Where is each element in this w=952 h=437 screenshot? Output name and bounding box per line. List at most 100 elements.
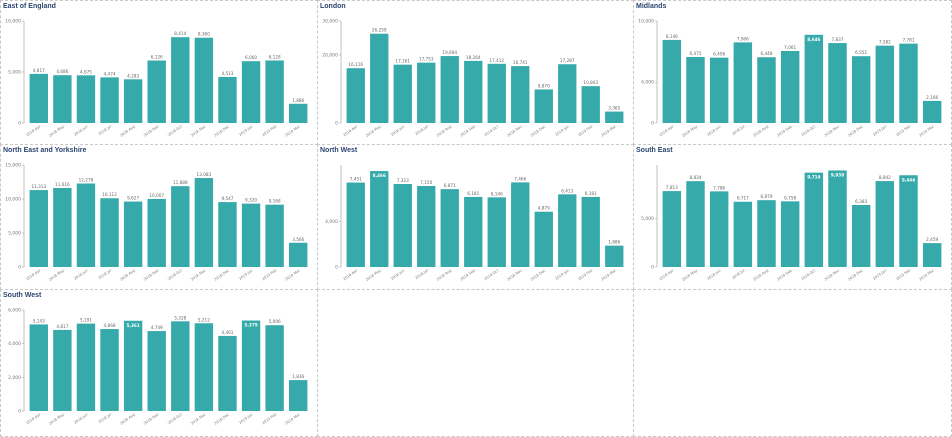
y-tick-label: 10,000 bbox=[5, 197, 21, 203]
bar bbox=[194, 178, 214, 267]
x-tick-label: 2019 Feb bbox=[261, 412, 278, 425]
bar bbox=[558, 194, 577, 267]
bar bbox=[289, 242, 308, 267]
bar bbox=[851, 204, 871, 267]
bar bbox=[194, 323, 214, 411]
data-label: 4,474 bbox=[104, 71, 116, 76]
chart-panel-east-of-england[interactable]: East of England 0 5,000 10,000 4,817 2018 Ap… bbox=[0, 0, 318, 145]
y-tick-label: 10,000 bbox=[638, 19, 654, 25]
chart-panel-midlands[interactable]: Midlands 0 4,000 10,000 8,146 2018 Apr 6,475 2… bbox=[633, 0, 952, 145]
bar bbox=[851, 56, 871, 124]
x-tick-label: 2019 Mar bbox=[284, 412, 301, 425]
x-tick-label: 2018 Nov bbox=[824, 268, 841, 282]
chart-title: Midlands bbox=[636, 3, 667, 10]
data-label: 6,551 bbox=[855, 50, 867, 55]
bar bbox=[686, 56, 705, 123]
bar bbox=[709, 191, 729, 267]
data-label: 8,414 bbox=[174, 31, 186, 36]
bar bbox=[417, 62, 436, 123]
chart-panel-north-east-and-yorkshire[interactable]: North East and Yorkshire 0 5,000 10,000 15,… bbox=[0, 144, 318, 290]
bar bbox=[899, 175, 918, 267]
data-label: 5,212 bbox=[198, 317, 210, 322]
data-label: 9,627 bbox=[127, 196, 139, 201]
bar bbox=[346, 182, 365, 267]
x-tick-label: 2018 Jun bbox=[390, 125, 405, 137]
bar bbox=[123, 320, 143, 411]
data-label: 7,451 bbox=[350, 177, 362, 182]
bar bbox=[370, 33, 389, 123]
x-tick-label: 2019 Feb bbox=[895, 268, 912, 281]
data-label: 7,906 bbox=[737, 36, 749, 41]
bar-chart-svg: 0 2,000 4,000 6,000 5,143 2018 Apr 4,817 2018 M… bbox=[8, 308, 308, 426]
y-tick-label: 0 bbox=[18, 265, 21, 271]
data-label: 7,150 bbox=[420, 180, 432, 185]
data-label: 10,843 bbox=[583, 80, 598, 85]
x-tick-label: 2018 Jun bbox=[73, 125, 88, 137]
bar-chart-svg: 0 4,000 7,451 2018 Apr 8,466 2018 May 7,323 201… bbox=[325, 165, 624, 282]
data-label: 7,813 bbox=[666, 185, 678, 190]
x-tick-label: 2018 Dec bbox=[214, 413, 230, 426]
chart-panel-south-east[interactable]: South East 0 5,000 7,813 2018 Apr 8,834 2018 … bbox=[633, 144, 952, 290]
data-label: 1,836 bbox=[292, 374, 304, 379]
x-tick-label: 2018 Jun bbox=[73, 269, 88, 281]
x-tick-label: 2018 Jul bbox=[415, 269, 429, 281]
y-tick-label: 6,000 bbox=[8, 308, 21, 314]
x-tick-label: 2018 Aug bbox=[119, 413, 135, 426]
x-tick-label: 2018 Jul bbox=[731, 269, 745, 281]
data-label: 10,007 bbox=[149, 193, 164, 198]
x-tick-label: 2018 Jul bbox=[98, 125, 112, 137]
bar bbox=[393, 64, 412, 123]
bar bbox=[581, 196, 600, 267]
x-tick-label: 2018 Nov bbox=[190, 268, 207, 282]
x-tick-label: 2018 Apr bbox=[26, 268, 42, 281]
bar bbox=[171, 186, 190, 267]
data-label: 6,475 bbox=[690, 51, 702, 56]
data-label: 6,871 bbox=[444, 183, 456, 188]
chart-title: East of England bbox=[3, 3, 56, 10]
x-tick-label: 2019 Jan bbox=[872, 269, 887, 281]
bar bbox=[487, 63, 506, 123]
x-tick-label: 2018 May bbox=[48, 124, 66, 138]
bar bbox=[804, 172, 824, 267]
data-label: 17,161 bbox=[395, 59, 410, 64]
x-tick-label: 2018 Aug bbox=[753, 269, 769, 282]
bar bbox=[370, 171, 389, 267]
chart-panel-north-west[interactable]: North West 0 4,000 7,451 2018 Apr 8,466 2018 … bbox=[317, 144, 634, 290]
x-tick-label: 2018 Oct bbox=[167, 412, 183, 425]
x-tick-label: 2019 Mar bbox=[918, 124, 935, 137]
x-tick-label: 2018 Apr bbox=[26, 124, 42, 137]
data-label: 4,749 bbox=[151, 325, 163, 330]
x-tick-label: 2018 Aug bbox=[119, 125, 135, 138]
data-label: 9,714 bbox=[807, 175, 820, 180]
x-tick-label: 2018 Dec bbox=[847, 269, 863, 282]
x-tick-label: 2018 Oct bbox=[167, 268, 183, 281]
x-tick-label: 2018 Apr bbox=[659, 268, 675, 281]
data-label: 2,166 bbox=[926, 95, 938, 100]
chart-panel-south-west[interactable]: South West 0 2,000 4,000 6,000 5,143 2018 Apr… bbox=[0, 289, 318, 437]
bar bbox=[76, 75, 96, 123]
data-label: 5,328 bbox=[174, 315, 186, 320]
x-tick-label: 2019 Mar bbox=[601, 268, 618, 281]
bar bbox=[393, 184, 412, 267]
bar bbox=[29, 73, 48, 123]
x-tick-label: 2018 May bbox=[48, 412, 66, 426]
x-tick-label: 2018 Nov bbox=[824, 124, 841, 138]
data-label: 17,412 bbox=[489, 58, 504, 63]
x-tick-label: 2018 Aug bbox=[119, 269, 135, 282]
data-label: 3,365 bbox=[608, 106, 620, 111]
bar bbox=[534, 211, 553, 267]
x-tick-label: 2018 May bbox=[681, 124, 699, 138]
bar-chart-svg: 0 5,000 10,000 15,000 11,313 2018 Apr 11,616 20… bbox=[5, 163, 308, 282]
data-label: 1,886 bbox=[608, 240, 620, 245]
bar bbox=[194, 37, 214, 124]
y-tick-label: 5,000 bbox=[8, 70, 21, 76]
y-tick-label: 5,000 bbox=[8, 231, 21, 237]
chart-panel-london[interactable]: London 0 20,000 30,000 16,116 2018 Apr 26,259… bbox=[317, 0, 634, 145]
data-label: 9,444 bbox=[902, 177, 915, 182]
x-tick-label: 2018 Dec bbox=[847, 125, 863, 138]
y-tick-label: 5,000 bbox=[641, 216, 654, 222]
chart-title: South West bbox=[3, 292, 42, 299]
bar bbox=[218, 335, 237, 411]
bar bbox=[265, 60, 284, 123]
